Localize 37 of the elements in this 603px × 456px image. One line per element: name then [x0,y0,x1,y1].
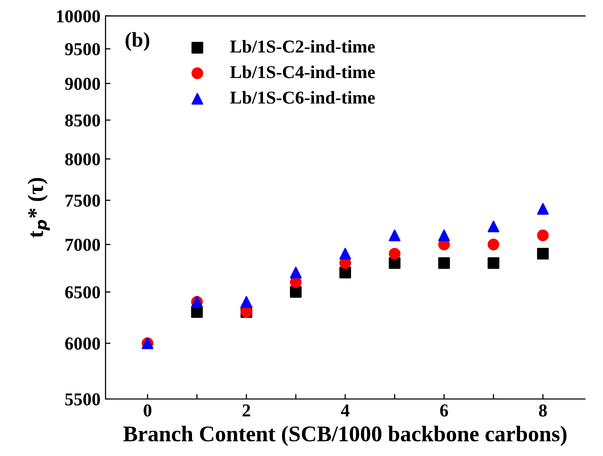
y-tick-label: 7000 [66,238,100,251]
point [488,257,500,269]
legend-label: Lb/1S-C4-ind-time [230,65,375,78]
y-axis-title: t$_{p}$* (τ) [28,178,50,238]
legend-label: Lb/1S-C6-ind-time [230,91,375,104]
y-tick-label: 8000 [65,153,100,166]
y-tick-label: 6500 [65,286,100,298]
x-tick-label: 6 [440,404,448,417]
point [388,248,400,260]
legend-label: Lb/1S-C2-ind-time [230,40,375,53]
point [191,306,203,318]
point [290,286,302,298]
x-tick-label: 0 [144,404,152,417]
y-tick-label: 8500 [65,114,100,127]
point [438,230,450,242]
y-tick-label: 9500 [65,43,100,56]
point [290,266,302,278]
y-tick-label: 9000 [65,78,100,90]
point [488,220,500,232]
x-tick-label: 8 [538,404,547,417]
point [537,203,549,215]
x-tick-label: 4 [340,404,350,416]
y-tick-label: 6000 [65,338,100,350]
point [339,266,352,278]
y-tick-label: 7500 [66,194,100,207]
point [339,248,352,260]
point [488,238,500,250]
point [537,248,549,260]
x-axis-title: Branch Content (SCB/1000 backbone carbons) [123,426,566,446]
point [438,257,450,269]
y-tick-label: 5500 [65,393,100,406]
x-tick-label: 2 [242,404,250,416]
point [537,230,549,242]
point [240,296,252,308]
point [388,230,400,242]
y-tick-label: 10000 [56,10,100,22]
annotation: (b) [126,32,150,52]
